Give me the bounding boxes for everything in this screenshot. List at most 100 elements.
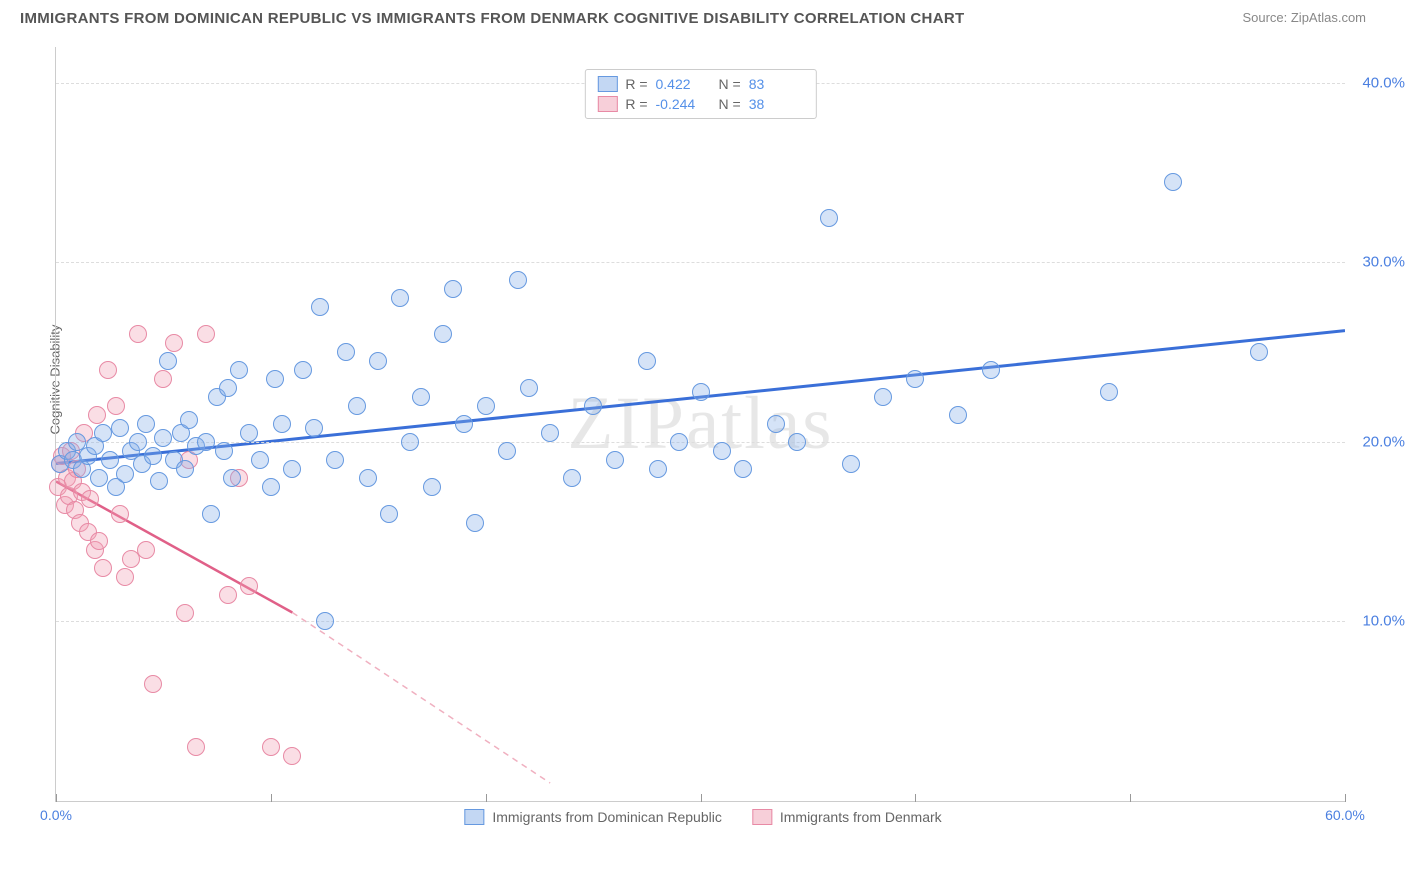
data-point: [1100, 383, 1118, 401]
data-point: [638, 352, 656, 370]
gridline: [56, 621, 1345, 622]
data-point: [423, 478, 441, 496]
data-point: [767, 415, 785, 433]
data-point: [180, 411, 198, 429]
data-point: [283, 747, 301, 765]
data-point: [154, 429, 172, 447]
data-point: [230, 361, 248, 379]
swatch-blue-icon: [464, 809, 484, 825]
data-point: [94, 424, 112, 442]
data-point: [129, 433, 147, 451]
data-point: [266, 370, 284, 388]
data-point: [584, 397, 602, 415]
r-value: 0.422: [656, 76, 711, 92]
data-point: [311, 298, 329, 316]
r-label: R =: [625, 96, 647, 112]
xtick: [915, 794, 916, 802]
data-point: [176, 604, 194, 622]
n-value: 38: [749, 96, 804, 112]
data-point: [369, 352, 387, 370]
data-point: [251, 451, 269, 469]
ytick-label: 40.0%: [1362, 74, 1405, 91]
data-point: [150, 472, 168, 490]
data-point: [94, 559, 112, 577]
series-legend: Immigrants from Dominican Republic Immig…: [464, 809, 941, 825]
xtick: [486, 794, 487, 802]
data-point: [359, 469, 377, 487]
data-point: [842, 455, 860, 473]
data-point: [649, 460, 667, 478]
data-point: [466, 514, 484, 532]
data-point: [116, 465, 134, 483]
xtick-label: 0.0%: [40, 807, 72, 823]
data-point: [90, 532, 108, 550]
data-point: [788, 433, 806, 451]
r-label: R =: [625, 76, 647, 92]
gridline: [56, 262, 1345, 263]
xtick: [1130, 794, 1131, 802]
data-point: [116, 568, 134, 586]
data-point: [1250, 343, 1268, 361]
data-point: [380, 505, 398, 523]
data-point: [99, 361, 117, 379]
legend-row-blue: R = 0.422 N = 83: [597, 74, 803, 94]
data-point: [107, 397, 125, 415]
legend-label: Immigrants from Denmark: [780, 809, 942, 825]
data-point: [316, 612, 334, 630]
data-point: [563, 469, 581, 487]
data-point: [101, 451, 119, 469]
data-point: [137, 541, 155, 559]
xtick: [701, 794, 702, 802]
data-point: [520, 379, 538, 397]
legend-item-dominican: Immigrants from Dominican Republic: [464, 809, 722, 825]
data-point: [144, 675, 162, 693]
data-point: [509, 271, 527, 289]
n-label: N =: [719, 76, 741, 92]
data-point: [219, 379, 237, 397]
data-point: [223, 469, 241, 487]
data-point: [137, 415, 155, 433]
data-point: [391, 289, 409, 307]
data-point: [262, 478, 280, 496]
correlation-legend: R = 0.422 N = 83 R = -0.244 N = 38: [584, 69, 816, 119]
data-point: [670, 433, 688, 451]
data-point: [283, 460, 301, 478]
data-point: [240, 424, 258, 442]
data-point: [187, 738, 205, 756]
data-point: [541, 424, 559, 442]
data-point: [197, 325, 215, 343]
data-point: [165, 334, 183, 352]
data-point: [477, 397, 495, 415]
xtick-label: 60.0%: [1325, 807, 1365, 823]
gridline: [56, 442, 1345, 443]
data-point: [455, 415, 473, 433]
data-point: [154, 370, 172, 388]
ytick-label: 10.0%: [1362, 613, 1405, 630]
data-point: [906, 370, 924, 388]
data-point: [326, 451, 344, 469]
data-point: [305, 419, 323, 437]
legend-item-denmark: Immigrants from Denmark: [752, 809, 942, 825]
legend-row-pink: R = -0.244 N = 38: [597, 94, 803, 114]
data-point: [88, 406, 106, 424]
data-point: [111, 419, 129, 437]
data-point: [215, 442, 233, 460]
data-point: [240, 577, 258, 595]
ytick-label: 30.0%: [1362, 254, 1405, 271]
data-point: [874, 388, 892, 406]
data-point: [734, 460, 752, 478]
swatch-pink-icon: [597, 96, 617, 112]
data-point: [692, 383, 710, 401]
data-point: [348, 397, 366, 415]
source-label: Source: ZipAtlas.com: [1242, 10, 1366, 25]
xtick: [271, 794, 272, 802]
data-point: [337, 343, 355, 361]
n-label: N =: [719, 96, 741, 112]
swatch-pink-icon: [752, 809, 772, 825]
r-value: -0.244: [656, 96, 711, 112]
plot-region: ZIPatlas R = 0.422 N = 83 R = -0.244 N =…: [55, 47, 1345, 802]
data-point: [498, 442, 516, 460]
data-point: [273, 415, 291, 433]
data-point: [606, 451, 624, 469]
ytick-label: 20.0%: [1362, 433, 1405, 450]
